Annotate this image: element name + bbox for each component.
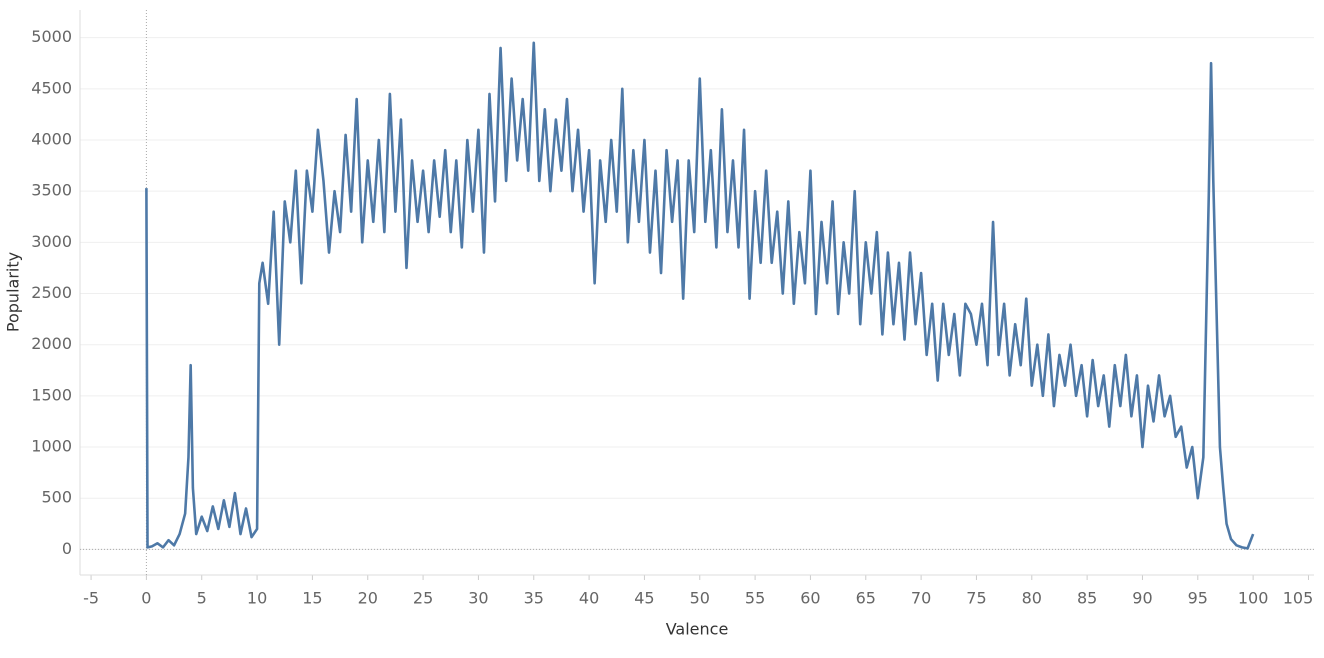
y-tick-label: 500 bbox=[41, 488, 72, 507]
y-tick-label: 3500 bbox=[31, 181, 72, 200]
x-tick-label: 65 bbox=[856, 589, 876, 608]
x-tick-label: 20 bbox=[358, 589, 378, 608]
x-tick-label: 10 bbox=[247, 589, 267, 608]
x-tick-label: 40 bbox=[579, 589, 599, 608]
x-tick-label: 0 bbox=[141, 589, 151, 608]
x-tick-label: 100 bbox=[1238, 589, 1269, 608]
y-tick-label: 2000 bbox=[31, 334, 72, 353]
y-tick-label: 1000 bbox=[31, 437, 72, 456]
x-tick-label: 15 bbox=[302, 589, 322, 608]
y-tick-label: 1500 bbox=[31, 385, 72, 404]
x-tick-label: 35 bbox=[524, 589, 544, 608]
x-tick-label: 75 bbox=[966, 589, 986, 608]
x-axis-title: Valence bbox=[666, 620, 729, 639]
y-axis-title: Popularity bbox=[4, 252, 23, 332]
x-tick-label: 25 bbox=[413, 589, 433, 608]
x-tick-label: 80 bbox=[1022, 589, 1042, 608]
x-tick-label: 5 bbox=[197, 589, 207, 608]
x-tick-label: 45 bbox=[634, 589, 654, 608]
x-tick-label: 90 bbox=[1132, 589, 1152, 608]
x-tick-label: 105 bbox=[1283, 589, 1314, 608]
x-tick-label: 95 bbox=[1188, 589, 1208, 608]
y-tick-label: 5000 bbox=[31, 27, 72, 46]
line-series bbox=[145, 41, 1255, 550]
x-tick-label: 50 bbox=[690, 589, 710, 608]
y-tick-label: 2500 bbox=[31, 283, 72, 302]
y-tick-label: 3000 bbox=[31, 232, 72, 251]
y-tick-label: 4500 bbox=[31, 78, 72, 97]
x-tick-label: 85 bbox=[1077, 589, 1097, 608]
x-tick-label: 70 bbox=[911, 589, 931, 608]
x-tick-label: 55 bbox=[745, 589, 765, 608]
y-tick-label: 4000 bbox=[31, 129, 72, 148]
x-tick-label: 30 bbox=[468, 589, 488, 608]
x-tick-label: 60 bbox=[800, 589, 820, 608]
y-tick-label: 0 bbox=[62, 539, 72, 558]
x-tick-label: -5 bbox=[83, 589, 99, 608]
